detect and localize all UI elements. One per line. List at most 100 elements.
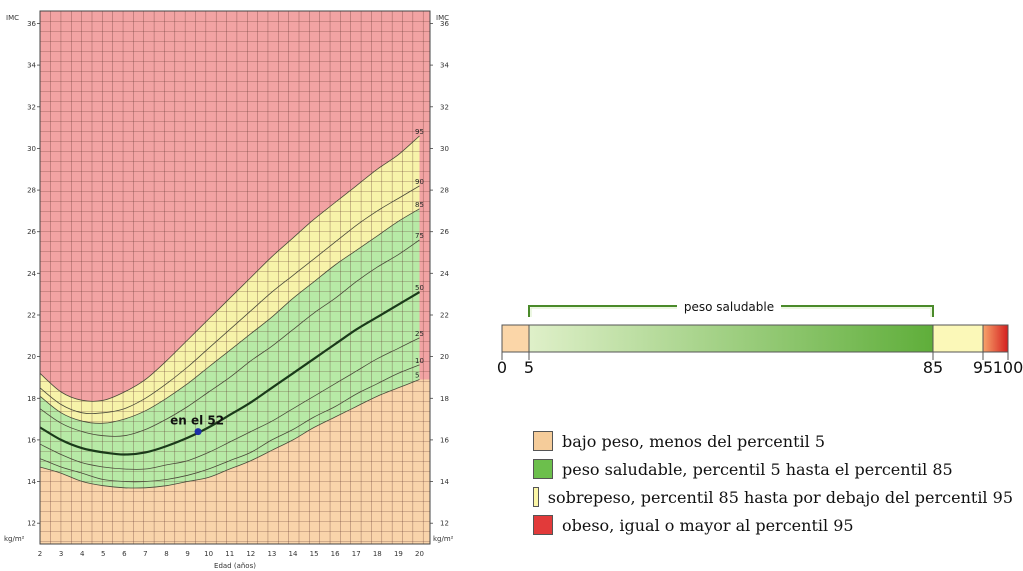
y-tick-label-left: 24 [27,270,36,278]
bar-frame [501,324,1009,353]
y-tick-label-left: 26 [27,228,36,236]
y-units-left: kg/m² [4,535,25,543]
x-axis: 2 3 4 5 6 7 8 9 10 11 12 13 14 15 16 17 18 19 20 [38,550,424,558]
legend-swatch-overweight [533,487,539,507]
y-tick-label-right: 22 [440,312,449,320]
y-axis-right: 12 14 16 18 20 22 24 26 28 30 32 34 36 [430,20,449,528]
legend-swatch-underweight [533,431,553,451]
x-tick-label: 11 [225,550,234,558]
x-tick-label: 7 [143,550,147,558]
plot-grid [40,11,430,544]
y-tick-label-left: 28 [27,187,36,195]
x-tick-label: 16 [331,550,340,558]
percentile-labels: 5 10 25 50 75 85 90 95 [415,128,424,380]
percentile-curve-95 [40,135,420,402]
percentile-label-95: 95 [415,128,424,136]
x-tick-label: 9 [185,550,189,558]
percentile-label-85: 85 [415,201,424,209]
y-tick-label-right: 24 [440,270,449,278]
x-tick-label: 15 [310,550,319,558]
plot-frame [39,10,431,545]
y-tick-label-left: 30 [27,145,36,153]
y-tick-label-right: 14 [440,478,449,486]
x-tick-label: 17 [352,550,361,558]
x-tick-label: 14 [289,550,298,558]
legend-item-overweight: sobrepeso, percentil 85 hasta por debajo… [533,483,1013,511]
patient-point-label: en el 52 [170,414,224,428]
legend-label: sobrepeso, percentil 85 hasta por debajo… [547,487,1013,507]
percentile-curve-10 [40,364,420,483]
y-tick-label-right: 26 [440,228,449,236]
x-tick-label: 2 [38,550,42,558]
y-tick-label-left: 14 [27,478,36,486]
legend: bajo peso, menos del percentil 5 peso sa… [533,427,1013,539]
y-tick-label-right: 16 [440,436,449,444]
y-tick-label-left: 16 [27,436,36,444]
bar-tick-100: 100 [993,358,1023,377]
percentile-label-90: 90 [415,178,424,186]
bar-tick-95: 95 [973,358,993,377]
y-tick-label-left: 32 [27,103,36,111]
percentile-label-50: 50 [415,284,424,292]
bar-dividers [501,325,1009,360]
x-tick-label: 13 [267,550,276,558]
x-tick-label: 20 [415,550,424,558]
x-tick-label: 10 [204,550,213,558]
bar-segment-overweight [933,325,983,352]
y-tick-label-right: 18 [440,395,449,403]
x-tick-label: 5 [101,550,105,558]
legend-label: obeso, igual o mayor al percentil 95 [562,515,854,535]
x-axis-label: Edad (años) [214,562,256,570]
x-tick-label: 6 [122,550,127,558]
bar-segment-underweight [502,325,529,352]
healthy-bracket: peso saludable [528,299,934,317]
x-tick-label: 3 [59,550,63,558]
y-tick-label-left: 20 [27,353,36,361]
legend-swatch-obese [533,515,553,535]
percentile-label-75: 75 [415,232,424,240]
y-tick-label-right: 32 [440,103,449,111]
percentile-curve-85 [40,208,420,424]
x-tick-label: 19 [394,550,403,558]
percentile-bar: peso saludable 0 5 85 95 100 [497,299,1023,377]
legend-item-obese: obeso, igual o mayor al percentil 95 [533,511,1013,539]
y-tick-label-right: 36 [440,20,449,28]
x-tick-label: 12 [246,550,255,558]
legend-item-underweight: bajo peso, menos del percentil 5 [533,427,1013,455]
percentile-label-5: 5 [415,372,419,380]
legend-label: peso saludable, percentil 5 hasta el per… [562,459,953,479]
patient-point-group: en el 52 [170,414,224,436]
y-tick-label-left: 12 [27,520,36,528]
percentile-curve-25 [40,337,420,470]
y-tick-label-left: 18 [27,395,36,403]
bar-tick-0: 0 [497,358,507,377]
bracket-label: peso saludable [684,300,774,314]
percentile-curves [40,135,421,489]
y-tick-label-left: 36 [27,20,36,28]
y-tick-label-right: 12 [440,520,449,528]
y-tick-label-left: 34 [27,62,36,70]
bar-tick-85: 85 [923,358,943,377]
y-units-right: kg/m² [433,535,454,543]
bar-segment-healthy [529,325,933,352]
y-axis-label-left: IMC [6,14,19,22]
y-axis-left: 12 14 16 18 20 22 24 26 28 30 32 34 36 [27,20,40,528]
x-tick-label: 4 [80,550,85,558]
y-tick-label-right: 20 [440,353,449,361]
x-tick-label: 8 [164,550,168,558]
bracket-label-bg [677,299,781,314]
bar-tick-5: 5 [524,358,534,377]
percentile-label-25: 25 [415,330,424,338]
y-tick-label-right: 30 [440,145,449,153]
percentile-curve-50 [40,291,421,456]
legend-item-healthy: peso saludable, percentil 5 hasta el per… [533,455,1013,483]
percentile-label-10: 10 [415,357,424,365]
percentile-curve-5 [40,379,420,489]
patient-point [194,428,202,436]
percentile-curve-75 [40,239,420,437]
x-tick-label: 18 [373,550,382,558]
legend-swatch-healthy [533,459,553,479]
y-tick-label-right: 34 [440,62,449,70]
